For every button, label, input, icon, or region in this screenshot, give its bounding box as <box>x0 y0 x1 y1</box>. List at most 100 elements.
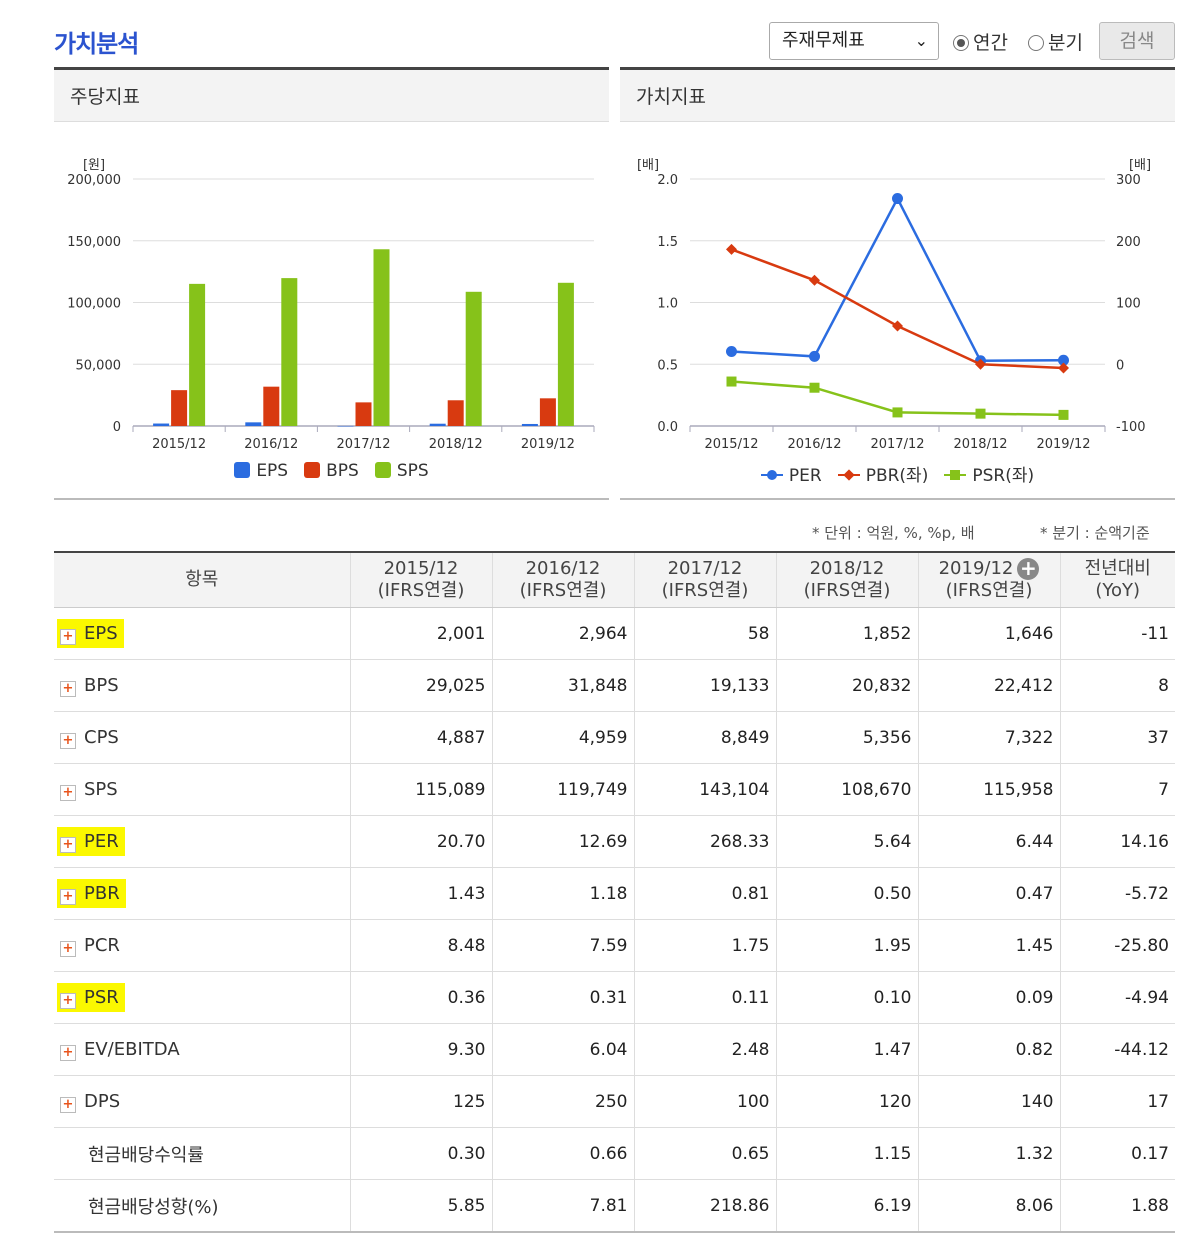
left-tick-label: 1.0 <box>657 297 678 312</box>
expand-plus-icon[interactable]: + <box>60 940 76 957</box>
row-label: PCR <box>84 934 120 956</box>
bar-eps <box>153 423 170 426</box>
expand-plus-icon[interactable]: + <box>60 1044 76 1061</box>
row-label-cell[interactable]: + PSR <box>54 971 350 1024</box>
value-cell: 0.11 <box>633 971 776 1024</box>
value-cell: 0.10 <box>775 971 918 1024</box>
bar-eps <box>337 425 354 427</box>
value-cell: 4,887 <box>349 711 492 764</box>
header-col-2019: 2019/12 + (IFRS연결) <box>917 551 1060 608</box>
x-tick-label: 2018/12 <box>953 437 1007 452</box>
value-cell: 6.19 <box>775 1179 918 1233</box>
legend-label: PSR(좌) <box>972 466 1035 486</box>
point-pbr <box>726 243 737 255</box>
yoy-cell: 7 <box>1059 763 1175 816</box>
legend-item-pbr[interactable]: PBR(좌) <box>837 466 928 486</box>
value-cell: 218.86 <box>633 1179 776 1233</box>
value-cell: 125 <box>349 1075 492 1128</box>
bar-sps <box>373 249 390 426</box>
right-tick-label: -100 <box>1116 420 1146 435</box>
x-tick-label: 2017/12 <box>336 437 390 452</box>
row-label: 현금배당수익률 <box>88 1144 204 1166</box>
y-tick-label: 150,000 <box>67 235 121 250</box>
right-tick-label: 100 <box>1116 297 1141 312</box>
value-cell: 140 <box>917 1075 1060 1128</box>
expand-plus-icon[interactable]: + <box>60 732 76 749</box>
x-tick-label: 2015/12 <box>704 437 758 452</box>
expand-plus-icon[interactable]: + <box>60 888 76 905</box>
legend-label: SPS <box>396 461 429 481</box>
yoy-cell: 37 <box>1059 711 1175 764</box>
radio-quarter[interactable]: 분기 <box>1028 28 1083 55</box>
value-cell: 5,356 <box>775 711 918 764</box>
value-cell: 6.04 <box>491 1023 634 1076</box>
add-column-icon[interactable]: + <box>1017 558 1040 580</box>
expand-plus-icon[interactable]: + <box>60 784 76 801</box>
table-row: + PBR 1.43 1.18 0.81 0.50 0.47 -5.72 <box>54 867 1175 920</box>
header-col-2017: 2017/12 (IFRS연결) <box>633 551 776 608</box>
statement-select-value: 주재무제표 <box>782 30 865 51</box>
value-cell: 5.85 <box>349 1179 492 1233</box>
row-label-cell[interactable]: + PBR <box>54 867 350 920</box>
point-pbr <box>975 358 986 370</box>
expand-plus-icon[interactable]: + <box>60 836 76 853</box>
row-label-cell[interactable]: + DPS <box>54 1075 350 1128</box>
expand-plus-icon[interactable]: + <box>60 628 76 645</box>
yoy-cell: -25.80 <box>1059 919 1175 972</box>
row-label-cell[interactable]: + PER <box>54 815 350 868</box>
point-psr <box>809 382 820 393</box>
value-panel: 가치지표 [배] [배] 0.0 0.5 1.0 1.5 2.0 -100 0 100 200 300… <box>620 67 1175 500</box>
left-axis-unit: [배] <box>637 158 659 173</box>
line-per <box>731 195 1064 363</box>
statement-select[interactable]: 주재무제표 ⌄ <box>769 22 939 60</box>
row-label-cell[interactable]: + BPS <box>54 659 350 712</box>
x-tick-label: 2019/12 <box>521 437 575 452</box>
legend-item-per[interactable]: PER <box>760 466 822 486</box>
highlight-mark: + PSR <box>57 982 125 1012</box>
row-label-cell[interactable]: + EPS <box>54 607 350 660</box>
bar-bps <box>447 400 464 426</box>
row-label-cell[interactable]: + EV/EBITDA <box>54 1023 350 1076</box>
point-psr <box>975 408 986 419</box>
legend-item-psr[interactable]: PSR(좌) <box>944 466 1034 486</box>
row-label-cell[interactable]: + CPS <box>54 711 350 764</box>
value-cell: 1,646 <box>917 607 1060 660</box>
table-row: + EPS 2,001 2,964 58 1,852 1,646 -11 <box>54 607 1175 660</box>
value-cell: 7.59 <box>491 919 634 972</box>
yoy-cell: -5.72 <box>1059 867 1175 920</box>
row-label: DPS <box>84 1090 121 1112</box>
value-cell: 2.48 <box>633 1023 776 1076</box>
bar-bps <box>263 386 280 426</box>
legend-item-sps[interactable]: SPS <box>374 461 429 481</box>
legend-item-bps[interactable]: BPS <box>304 461 359 481</box>
table-row: + BPS 29,025 31,848 19,133 20,832 22,412 8 <box>54 659 1175 712</box>
value-cell: 0.50 <box>775 867 918 920</box>
search-button[interactable]: 검색 <box>1099 22 1175 60</box>
row-label-cell[interactable]: + PCR <box>54 919 350 972</box>
value-cell: 0.81 <box>633 867 776 920</box>
value-cell: 20.70 <box>349 815 492 868</box>
radio-annual[interactable]: 연간 <box>953 28 1008 55</box>
highlight-mark: + PBR <box>57 878 126 908</box>
value-cell: 0.66 <box>491 1127 634 1180</box>
header-col-2016: 2016/12 (IFRS연결) <box>491 551 634 608</box>
value-cell: 250 <box>491 1075 634 1128</box>
legend-item-eps[interactable]: EPS <box>234 461 288 481</box>
expand-plus-icon[interactable]: + <box>60 992 76 1009</box>
left-tick-label: 0.5 <box>657 358 678 373</box>
radio-annual-label: 연간 <box>973 32 1008 54</box>
row-label-cell[interactable]: + SPS <box>54 763 350 816</box>
value-cell: 1.43 <box>349 867 492 920</box>
value-cell: 1.18 <box>491 867 634 920</box>
line-pbr <box>731 248 1064 370</box>
expand-plus-icon[interactable]: + <box>60 680 76 697</box>
header-col-2018: 2018/12 (IFRS연결) <box>775 551 918 608</box>
point-pbr <box>1058 362 1069 374</box>
value-table: 항목 2015/12 (IFRS연결) 2016/12 (IFRS연결) 2017/… <box>54 551 1175 1233</box>
expand-plus-icon[interactable]: + <box>60 1096 76 1113</box>
legend-label: PER <box>788 466 822 486</box>
value-cell: 115,958 <box>917 763 1060 816</box>
row-label: EPS <box>84 622 118 644</box>
yoy-cell: 1.88 <box>1059 1179 1175 1233</box>
chevron-down-icon: ⌄ <box>914 31 928 50</box>
